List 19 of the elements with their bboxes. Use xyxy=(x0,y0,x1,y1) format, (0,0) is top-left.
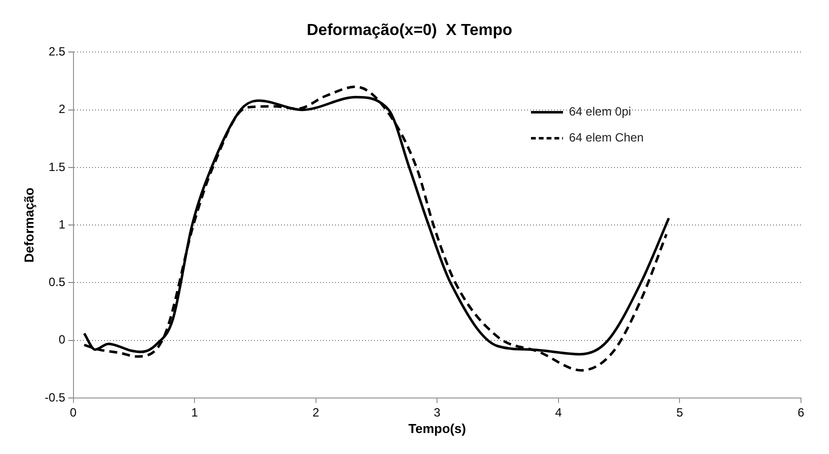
x-tick-label: 3 xyxy=(434,406,441,420)
x-tick-label: 2 xyxy=(312,406,320,420)
x-tick-label: 1 xyxy=(191,406,198,420)
y-axis-title: Deformação xyxy=(21,187,36,263)
chart-title: Deformação(x=0) X Tempo xyxy=(306,22,512,40)
y-tick-label: 2 xyxy=(58,102,66,116)
y-tick-label: 0.5 xyxy=(48,275,66,290)
y-tick-label: -0.5 xyxy=(44,390,66,404)
x-tick-label: 0 xyxy=(70,406,77,420)
x-axis-title: Tempo(s) xyxy=(408,420,466,436)
y-tick-label: 1.5 xyxy=(48,160,66,174)
x-tick-label: 5 xyxy=(676,406,684,420)
y-tick-label: 0 xyxy=(58,332,66,347)
y-tick-label: 2.5 xyxy=(48,44,66,59)
legend-label: 64 elem 0pi xyxy=(569,104,632,119)
y-tick-label: 1 xyxy=(58,217,66,232)
x-tick-label: 4 xyxy=(555,406,562,420)
x-tick-label: 6 xyxy=(798,406,805,420)
legend-label: 64 elem Chen xyxy=(569,130,644,145)
